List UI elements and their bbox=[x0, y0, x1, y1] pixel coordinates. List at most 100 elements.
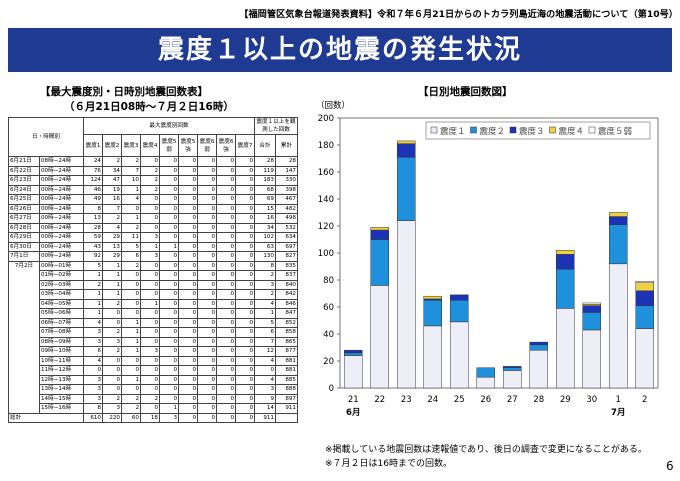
row-value: 0 bbox=[197, 317, 217, 328]
row-value: 0 bbox=[235, 232, 255, 243]
row-value: 2 bbox=[102, 393, 122, 404]
row-value: 6 bbox=[121, 251, 141, 262]
row-value: 330 bbox=[275, 175, 298, 186]
row-value: 0 bbox=[197, 374, 217, 385]
row-value: 0 bbox=[102, 365, 122, 376]
total-value: 220 bbox=[102, 412, 122, 423]
row-value: 0 bbox=[197, 251, 217, 262]
row-value: 0 bbox=[235, 317, 255, 328]
row-value: 1 bbox=[83, 298, 103, 309]
row-value: 0 bbox=[197, 336, 217, 347]
row-value: 0 bbox=[235, 365, 255, 376]
row-value: 0 bbox=[140, 203, 160, 214]
row-value: 1 bbox=[254, 308, 276, 319]
row-value: 482 bbox=[275, 203, 298, 214]
row-value: 0 bbox=[235, 222, 255, 233]
row-value: 0 bbox=[102, 355, 122, 366]
row-value: 29 bbox=[102, 232, 122, 243]
legend-label: 震度１ bbox=[440, 126, 466, 137]
row-value: 1 bbox=[102, 289, 122, 300]
row-date: 6月22日 bbox=[8, 165, 40, 176]
row-time: 04時−05時 bbox=[39, 298, 84, 309]
row-value: 0 bbox=[235, 279, 255, 290]
table-row: 09時−10時 6 2 1 3 0 0 0 0 0 12 877 bbox=[9, 346, 298, 357]
row-value: 16 bbox=[102, 194, 122, 205]
row-value: 46 bbox=[83, 184, 103, 195]
row-value: 0 bbox=[178, 279, 198, 290]
row-value: 43 bbox=[83, 241, 103, 252]
row-value: 13 bbox=[83, 213, 103, 224]
row-value: 4 bbox=[121, 194, 141, 205]
row-value: 92 bbox=[83, 251, 103, 262]
row-value: 0 bbox=[121, 308, 141, 319]
subheader-col: 震度6弱 bbox=[197, 134, 217, 157]
row-value: 865 bbox=[275, 336, 298, 347]
bar-segment bbox=[635, 282, 655, 292]
bar-segment bbox=[582, 312, 602, 331]
row-value: 16 bbox=[254, 213, 276, 224]
row-value: 0 bbox=[140, 374, 160, 385]
row-value: 0 bbox=[159, 374, 179, 385]
bar-segment bbox=[635, 305, 655, 329]
total-value bbox=[275, 412, 298, 423]
row-value: 0 bbox=[178, 184, 198, 195]
row-value: 634 bbox=[275, 232, 298, 243]
row-value: 0 bbox=[159, 393, 179, 404]
row-value: 8 bbox=[83, 203, 103, 214]
row-time: 02時−03時 bbox=[39, 279, 84, 290]
row-value: 0 bbox=[235, 346, 255, 357]
row-value: 2 bbox=[140, 165, 160, 176]
row-value: 9 bbox=[254, 393, 276, 404]
row-value: 2 bbox=[102, 298, 122, 309]
bar-segment bbox=[555, 250, 575, 255]
row-value: 0 bbox=[121, 279, 141, 290]
row-value: 2 bbox=[121, 260, 141, 271]
row-date: 6月24日 bbox=[8, 184, 40, 195]
row-value: 532 bbox=[275, 222, 298, 233]
row-value: 0 bbox=[159, 260, 179, 271]
row-value: 0 bbox=[159, 355, 179, 366]
row-value: 0 bbox=[159, 213, 179, 224]
row-value: 0 bbox=[178, 194, 198, 205]
row-value: 0 bbox=[178, 260, 198, 271]
row-value: 0 bbox=[197, 365, 217, 376]
row-value: 0 bbox=[197, 346, 217, 357]
total-value: 60 bbox=[121, 412, 141, 423]
row-value: 5 bbox=[254, 317, 276, 328]
row-value: 0 bbox=[178, 365, 198, 376]
table-row: 15時−16時 8 3 2 0 1 0 0 0 0 14 911 bbox=[9, 403, 298, 414]
subheader-col: 震度2 bbox=[102, 134, 122, 157]
row-date: 7月1日 bbox=[8, 251, 40, 262]
x-tick-label: 26 bbox=[480, 395, 491, 405]
row-value: 7 bbox=[102, 203, 122, 214]
bar-segment bbox=[608, 263, 628, 389]
row-value: 1 bbox=[121, 346, 141, 357]
row-date: 6月21日 bbox=[8, 156, 40, 167]
row-value: 0 bbox=[235, 260, 255, 271]
row-value: 0 bbox=[140, 270, 160, 281]
row-value: 0 bbox=[216, 355, 236, 366]
row-value: 0 bbox=[178, 317, 198, 328]
row-value: 0 bbox=[178, 270, 198, 281]
row-value: 4 bbox=[254, 374, 276, 385]
row-value: 15 bbox=[254, 203, 276, 214]
row-value: 852 bbox=[275, 317, 298, 328]
row-value: 4 bbox=[83, 317, 103, 328]
row-value: 102 bbox=[254, 232, 276, 243]
y-tick-label: 120 bbox=[318, 222, 334, 232]
row-value: 0 bbox=[197, 279, 217, 290]
row-value: 0 bbox=[216, 194, 236, 205]
subheader-col: 震度5強 bbox=[178, 134, 198, 157]
row-value: 1 bbox=[121, 327, 141, 338]
x-tick-label: 2 bbox=[642, 395, 647, 405]
row-value: 0 bbox=[216, 289, 236, 300]
row-value: 1 bbox=[140, 241, 160, 252]
row-time: 03時−04時 bbox=[39, 289, 84, 300]
row-value: 3 bbox=[83, 336, 103, 347]
bar-segment bbox=[635, 290, 655, 306]
row-value: 0 bbox=[216, 384, 236, 395]
row-value: 0 bbox=[197, 327, 217, 338]
row-value: 0 bbox=[140, 194, 160, 205]
row-time: 06時−07時 bbox=[39, 317, 84, 328]
row-time: 15時−16時 bbox=[39, 403, 84, 414]
